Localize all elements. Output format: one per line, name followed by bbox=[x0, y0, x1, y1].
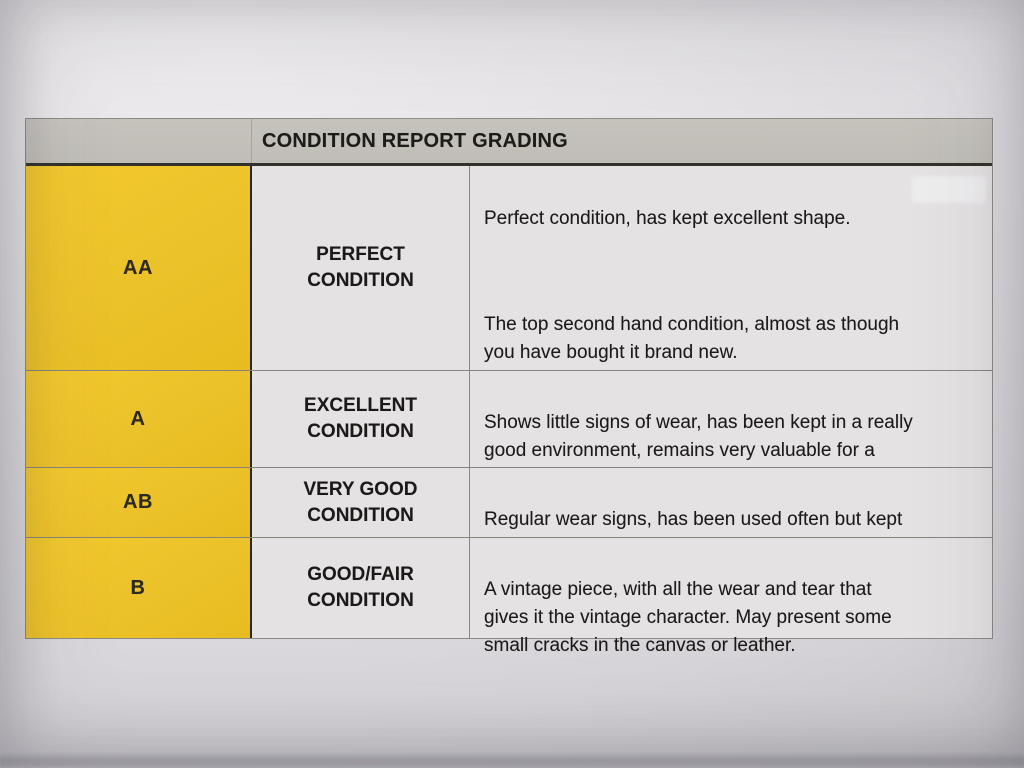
header-spacer-cell bbox=[26, 119, 252, 163]
grade-cell: AB bbox=[26, 468, 252, 537]
grade-cell: A bbox=[26, 371, 252, 467]
table-row-a: A EXCELLENT CONDITION Shows little signs… bbox=[26, 371, 992, 489]
description-paragraph: Perfect condition, has kept excellent sh… bbox=[484, 208, 851, 229]
description-cell: Perfect condition, has kept excellent sh… bbox=[470, 166, 992, 444]
description-paragraph: A vintage piece, with all the wear and t… bbox=[484, 579, 892, 656]
table-header-row: CONDITION REPORT GRADING bbox=[26, 119, 992, 166]
condition-label-cell: VERY GOOD CONDITION bbox=[252, 468, 470, 537]
paper-bottom-edge-shadow bbox=[0, 752, 1024, 768]
description-cell: A vintage piece, with all the wear and t… bbox=[470, 538, 992, 656]
description-paragraph: The top second hand condition, almost as… bbox=[484, 314, 900, 363]
description-cell: Shows little signs of wear, has been kep… bbox=[470, 371, 992, 489]
condition-label-cell: EXCELLENT CONDITION bbox=[252, 371, 470, 467]
condition-label-cell: PERFECT CONDITION bbox=[252, 166, 470, 370]
condition-grading-table: CONDITION REPORT GRADING AA PERFECT COND… bbox=[25, 118, 993, 656]
table-title: CONDITION REPORT GRADING bbox=[262, 129, 568, 152]
condition-label-cell: GOOD/FAIR CONDITION bbox=[252, 538, 470, 638]
description-cell: Regular wear signs, has been used often … bbox=[470, 468, 992, 558]
grade-cell: AA bbox=[26, 166, 252, 370]
table-row-aa: AA PERFECT CONDITION Perfect condition, … bbox=[26, 166, 992, 444]
table-row-b: B GOOD/FAIR CONDITION A vintage piece, w… bbox=[26, 538, 992, 656]
grade-cell: B bbox=[26, 538, 252, 638]
table-row-ab: AB VERY GOOD CONDITION Regular wear sign… bbox=[26, 468, 992, 558]
